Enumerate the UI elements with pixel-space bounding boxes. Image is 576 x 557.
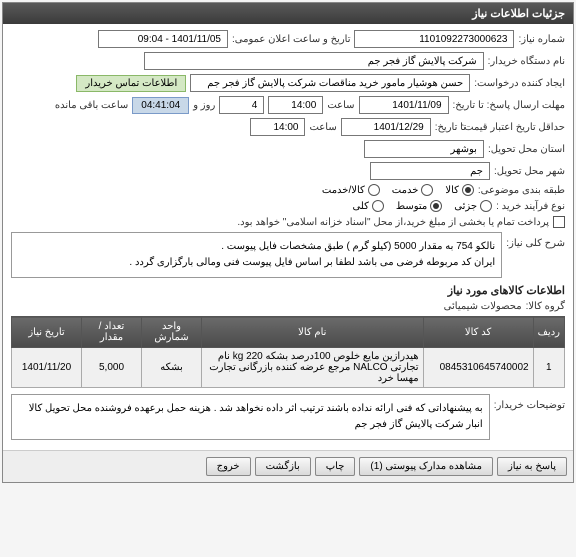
print-button[interactable]: چاپ	[315, 457, 356, 476]
desc-line-2: ایران کد مربوطه فرضی می باشد لطفا بر اسا…	[18, 255, 495, 271]
radio-dot-icon	[368, 184, 380, 196]
items-info-title: اطلاعات کالاهای مورد نیاز	[11, 284, 565, 297]
buyer-notes-label: توضیحات خریدار:	[494, 400, 565, 411]
return-button[interactable]: بازگشت	[255, 457, 311, 476]
th-code: کد کالا	[423, 317, 533, 348]
goods-group-value: محصولات شیمیائی	[444, 301, 522, 312]
desc-line-1: نالکو 754 به مقدار 5000 (کیلو گرم ) طبق …	[18, 239, 495, 255]
reply-deadline-label: مهلت ارسال پاسخ: تا تاریخ:	[453, 100, 565, 111]
radio-partial[interactable]: جزئی	[454, 200, 492, 212]
radio-goods-service[interactable]: کالا/خدمت	[322, 184, 380, 196]
th-qty: تعداد / مقدار	[82, 317, 142, 348]
panel-title: جزئیات اطلاعات نیاز	[3, 3, 573, 24]
buyer-name-field: شرکت پالایش گاز فجر جم	[144, 52, 484, 70]
radio-medium[interactable]: متوسط	[396, 200, 442, 212]
radio-goods[interactable]: کالا	[445, 184, 474, 196]
validity-label: حداقل تاریخ اعتبار قیمت:	[470, 122, 565, 133]
validity-date-field: 1401/12/29	[341, 118, 431, 136]
subject-class-radios: کالا خدمت کالا/خدمت	[322, 184, 474, 196]
pub-date-label: تاریخ و ساعت اعلان عمومی:	[232, 34, 351, 45]
time-left-field: 04:41:04	[132, 97, 189, 114]
province-field: بوشهر	[364, 140, 484, 158]
docs-button[interactable]: مشاهده مدارک پیوستی (1)	[359, 457, 493, 476]
payment-checkbox[interactable]	[553, 216, 565, 228]
td-qty: 5,000	[82, 348, 142, 388]
radio-dot-icon	[462, 184, 474, 196]
table-row: 1 0845310645740002 هیدرازین مایع خلوص 10…	[12, 348, 565, 388]
subject-class-label: طبقه بندی موضوعی:	[478, 185, 565, 196]
pub-date-field: 1401/11/05 - 09:04	[98, 30, 228, 48]
td-date: 1401/11/20	[12, 348, 82, 388]
contact-info-box[interactable]: اطلاعات تماس خریدار	[76, 75, 186, 92]
days-left-field: 4	[219, 96, 264, 114]
reply-date-field: 1401/11/09	[359, 96, 449, 114]
goods-group-label: گروه کالا:	[526, 301, 565, 312]
th-date: تاریخ نیاز	[12, 317, 82, 348]
td-code: 0845310645740002	[423, 348, 533, 388]
day-and-label: روز و	[193, 100, 215, 111]
th-unit: واحد شمارش	[142, 317, 202, 348]
general-desc-block: نالکو 754 به مقدار 5000 (کیلو گرم ) طبق …	[11, 232, 502, 278]
general-desc-label: شرح کلی نیاز:	[506, 238, 565, 249]
buyer-name-label: نام دستگاه خریدار:	[488, 56, 565, 67]
radio-dot-icon	[421, 184, 433, 196]
exit-button[interactable]: خروج	[206, 457, 251, 476]
hour-label-2: ساعت	[309, 122, 336, 133]
city-field: جم	[370, 162, 490, 180]
reply-time-field: 14:00	[268, 96, 323, 114]
city-label: شهر محل تحویل:	[494, 166, 565, 177]
td-name: هیدرازین مایع خلوص 100درصد بشکه 220 kg ن…	[202, 348, 424, 388]
province-label: استان محل تحویل:	[488, 144, 565, 155]
th-name: نام کالا	[202, 317, 424, 348]
process-radios: جزئی متوسط کلی	[352, 200, 492, 212]
td-unit: بشکه	[142, 348, 202, 388]
need-no-field: 1101092273000623	[354, 30, 514, 48]
remaining-label: ساعت باقی مانده	[55, 100, 128, 111]
hour-label-1: ساعت	[327, 100, 354, 111]
payment-note: پرداخت تمام یا بخشی از مبلغ خرید،از محل …	[237, 217, 549, 228]
reply-button[interactable]: پاسخ به نیاز	[497, 457, 567, 476]
need-no-label: شماره نیاز:	[518, 34, 565, 45]
creator-label: ایجاد کننده درخواست:	[474, 78, 565, 89]
process-label: نوع فرآیند خرید :	[496, 201, 565, 212]
validity-time-field: 14:00	[250, 118, 305, 136]
until-date-label: تا تاریخ:	[435, 122, 466, 133]
creator-field: حسن هوشیار مامور خرید مناقصات شرکت پالای…	[190, 74, 470, 92]
items-table: ردیف کد کالا نام کالا واحد شمارش تعداد /…	[11, 316, 565, 388]
th-row: ردیف	[533, 317, 564, 348]
radio-dot-icon	[480, 200, 492, 212]
radio-dot-icon	[430, 200, 442, 212]
radio-large[interactable]: کلی	[352, 200, 383, 212]
radio-service[interactable]: خدمت	[392, 184, 434, 196]
panel-body: شماره نیاز: 1101092273000623 تاریخ و ساع…	[3, 24, 573, 450]
td-idx: 1	[533, 348, 564, 388]
button-bar: پاسخ به نیاز مشاهده مدارک پیوستی (1) چاپ…	[3, 450, 573, 482]
buyer-notes-block: به پیشنهاداتی که فنی ارائه نداده باشند ت…	[11, 394, 490, 440]
details-panel: جزئیات اطلاعات نیاز شماره نیاز: 11010922…	[2, 2, 574, 483]
table-header-row: ردیف کد کالا نام کالا واحد شمارش تعداد /…	[12, 317, 565, 348]
radio-dot-icon	[372, 200, 384, 212]
